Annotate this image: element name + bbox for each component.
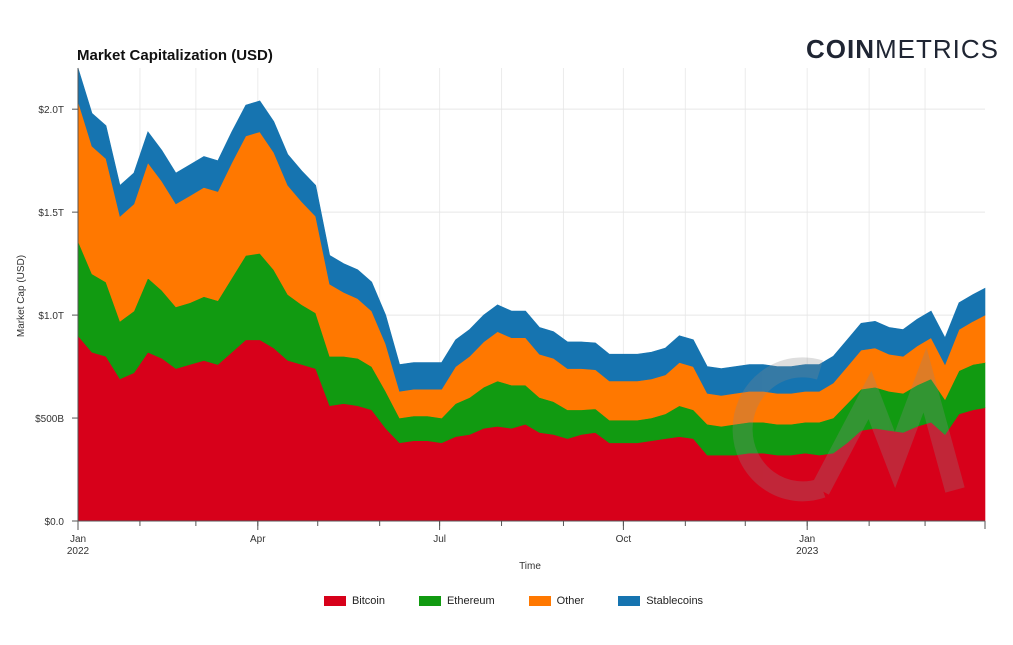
brand-light-text: METRICS (875, 34, 999, 64)
legend-item-ethereum[interactable]: Ethereum (418, 595, 495, 607)
legend-swatch (418, 596, 441, 606)
x-tick-sublabel: 2023 (796, 546, 819, 557)
x-tick-label: Jan (70, 534, 86, 545)
legend-swatch (323, 596, 346, 606)
y-axis-label: Market Cap (USD) (16, 255, 27, 337)
y-tick-label: $0.0 (45, 517, 65, 528)
legend: Bitcoin Ethereum Other Stablecoins (0, 595, 1013, 607)
y-tick-label: $1.0T (38, 311, 64, 322)
watermark-m (811, 347, 965, 495)
watermark-c (732, 357, 826, 502)
brand-bold-text: COIN (806, 34, 875, 64)
x-tick-label: Apr (250, 534, 266, 545)
legend-swatch (528, 596, 551, 606)
legend-swatch (618, 596, 641, 606)
x-tick-label: Jan (799, 534, 815, 545)
y-tick-label: $500B (35, 414, 64, 425)
area-series (77, 67, 986, 522)
y-tick-label: $1.5T (38, 208, 64, 219)
legend-item-bitcoin[interactable]: Bitcoin (323, 595, 385, 607)
area-stablecoins (77, 67, 986, 396)
cm-watermark (732, 347, 965, 502)
x-axis-label: Time (519, 561, 541, 572)
legend-item-other[interactable]: Other (528, 595, 585, 607)
y-tick-label: $2.0T (38, 105, 64, 116)
legend-label: Stablecoins (646, 595, 704, 607)
x-tick-sublabel: 2022 (67, 546, 90, 557)
legend-item-stablecoins[interactable]: Stablecoins (618, 595, 703, 607)
legend-label: Bitcoin (351, 595, 385, 607)
x-tick-label: Oct (616, 534, 632, 545)
legend-label: Ethereum (446, 595, 495, 607)
chart-title: Market Capitalization (USD) (77, 47, 273, 64)
legend-label: Other (556, 595, 585, 607)
x-tick-label: Jul (433, 534, 446, 545)
coinmetrics-logo: COINMETRICS (806, 34, 999, 65)
